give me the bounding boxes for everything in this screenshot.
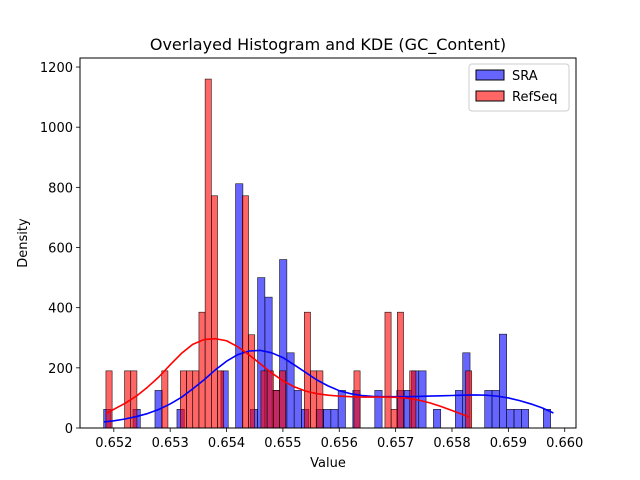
refseq-bar bbox=[260, 370, 268, 429]
refseq-bar bbox=[105, 370, 113, 429]
x-tick-label: 0.652 bbox=[95, 436, 132, 451]
sra-bar bbox=[506, 409, 515, 429]
y-tick-label: 0 bbox=[65, 422, 73, 437]
refseq-bar bbox=[161, 370, 169, 429]
sra-bar bbox=[513, 409, 522, 429]
sra-bar bbox=[418, 370, 427, 429]
refseq-bar bbox=[211, 195, 218, 429]
sra-bar bbox=[433, 409, 442, 429]
y-tick-label: 400 bbox=[48, 302, 73, 317]
refseq-bar bbox=[304, 311, 311, 429]
x-tick-label: 0.658 bbox=[433, 436, 470, 451]
refseq-bar bbox=[273, 390, 280, 429]
refseq-bar bbox=[180, 370, 187, 429]
y-axis-ticks: 0 200 400 600 800 1000 1200 bbox=[40, 61, 80, 437]
x-tick-label: 0.655 bbox=[264, 436, 301, 451]
refseq-bar bbox=[217, 370, 225, 429]
refseq-bar bbox=[397, 311, 404, 429]
sra-bar bbox=[330, 409, 339, 429]
refseq-kde-line bbox=[105, 337, 470, 418]
plot-frame bbox=[79, 57, 577, 429]
y-tick-label: 800 bbox=[48, 181, 73, 196]
legend-label-sra: SRA bbox=[512, 69, 538, 84]
plot-area bbox=[79, 57, 577, 429]
refseq-bar bbox=[316, 370, 324, 429]
sra-kde-line bbox=[103, 349, 554, 423]
chart-title: Overlayed Histogram and KDE (GC_Content) bbox=[150, 35, 506, 55]
refseq-bar bbox=[353, 370, 361, 429]
sra-bar bbox=[521, 409, 529, 429]
x-tick-label: 0.660 bbox=[546, 436, 583, 451]
x-axis-ticks: 0.652 0.653 0.654 0.655 0.656 0.657 0.658 0.659… bbox=[95, 428, 583, 451]
y-tick-label: 1200 bbox=[40, 61, 73, 76]
y-tick-label: 1000 bbox=[40, 121, 73, 136]
y-axis-label: Density bbox=[16, 218, 31, 268]
x-axis-label: Value bbox=[310, 456, 346, 471]
refseq-bar bbox=[384, 311, 392, 429]
sra-bar bbox=[235, 183, 244, 429]
y-tick-label: 600 bbox=[48, 242, 73, 257]
legend: SRA RefSeq bbox=[468, 63, 570, 112]
x-tick-label: 0.653 bbox=[152, 436, 189, 451]
plot-background bbox=[80, 58, 576, 428]
x-tick-label: 0.656 bbox=[321, 436, 358, 451]
y-tick-label: 200 bbox=[48, 362, 73, 377]
refseq-bar bbox=[248, 334, 256, 429]
legend-label-refseq: RefSeq bbox=[512, 90, 558, 105]
refseq-bar bbox=[186, 370, 194, 429]
x-tick-label: 0.657 bbox=[377, 436, 414, 451]
sra-bar bbox=[499, 333, 507, 429]
kde-lines bbox=[103, 337, 554, 423]
sra-bar bbox=[323, 409, 332, 429]
x-tick-label: 0.659 bbox=[490, 436, 527, 451]
refseq-bar bbox=[242, 195, 249, 429]
refseq-bar bbox=[198, 311, 206, 429]
x-tick-label: 0.654 bbox=[208, 436, 245, 451]
sra-bar bbox=[293, 390, 302, 429]
legend-swatch-refseq bbox=[475, 90, 505, 102]
refseq-bar bbox=[266, 370, 274, 429]
legend-swatch-sra bbox=[475, 69, 505, 81]
refseq-bar bbox=[192, 370, 200, 429]
sra-bar bbox=[543, 409, 551, 429]
refseq-bar bbox=[390, 409, 398, 429]
refseq-bar bbox=[465, 370, 473, 429]
